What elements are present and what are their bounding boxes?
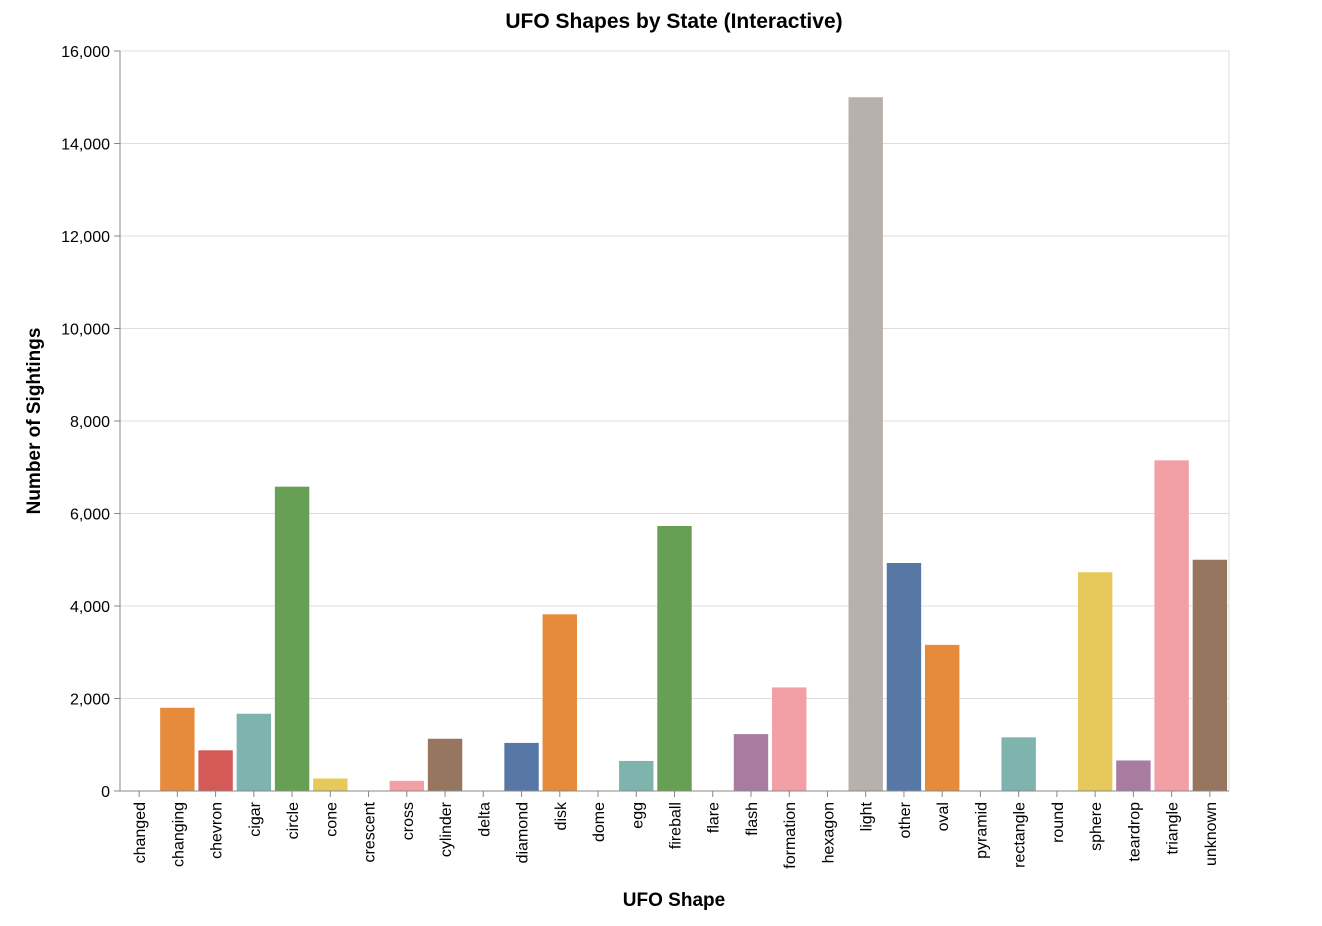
bar-changing[interactable] bbox=[160, 707, 195, 791]
x-tick-label-oval: oval bbox=[935, 802, 952, 831]
bar-unknown[interactable] bbox=[1192, 559, 1228, 791]
y-tick-label: 16,000 bbox=[61, 44, 110, 61]
x-tick-label-cigar: cigar bbox=[247, 801, 264, 836]
x-tick-label-diamond: diamond bbox=[515, 802, 532, 863]
bar-chevron[interactable] bbox=[198, 750, 233, 791]
chart-title: UFO Shapes by State (Interactive) bbox=[505, 10, 842, 33]
bar-cross[interactable] bbox=[389, 780, 425, 791]
bar-light[interactable] bbox=[848, 97, 883, 791]
bars bbox=[121, 97, 1228, 791]
x-tick-label-circle: circle bbox=[285, 802, 302, 839]
y-axis-title: Number of Sightings bbox=[24, 328, 45, 515]
y-axis: 0 2,000 4,000 6,000 8,000 10,000 12,000 14,000 1… bbox=[61, 44, 121, 801]
y-tick-label: 10,000 bbox=[61, 322, 110, 339]
x-tick-label-egg: egg bbox=[629, 802, 646, 829]
x-tick-label-cone: cone bbox=[323, 802, 340, 837]
bar-disk[interactable] bbox=[542, 614, 577, 791]
bar-formation[interactable] bbox=[772, 687, 807, 791]
y-tick-label: 14,000 bbox=[61, 137, 110, 154]
y-tick-label: 4,000 bbox=[70, 599, 110, 616]
bar-sphere[interactable] bbox=[1077, 572, 1113, 791]
x-tick-label-rectangle: rectangle bbox=[1012, 802, 1029, 868]
x-tick-label-changing: changing bbox=[170, 802, 187, 867]
bar-flash[interactable] bbox=[733, 734, 769, 791]
x-tick-label-light: light bbox=[859, 801, 876, 831]
bar-circle[interactable] bbox=[274, 486, 310, 791]
y-tick-label: 6,000 bbox=[70, 507, 110, 524]
bar-triangle[interactable] bbox=[1154, 460, 1189, 791]
bar-fireball[interactable] bbox=[657, 525, 692, 791]
bar-cone[interactable] bbox=[313, 778, 348, 791]
x-tick-label-cross: cross bbox=[400, 802, 417, 840]
x-tick-label-cylinder: cylinder bbox=[438, 801, 455, 857]
x-tick-label-crescent: crescent bbox=[362, 801, 379, 862]
y-tick-label: 0 bbox=[101, 784, 110, 801]
x-tick-label-other: other bbox=[897, 801, 914, 838]
bar-diamond[interactable] bbox=[504, 742, 539, 791]
x-axis: changed changing chevron cigar circle cone cre… bbox=[120, 790, 1229, 869]
x-tick-label-disk: disk bbox=[553, 801, 570, 830]
y-tick-label: 2,000 bbox=[70, 692, 110, 709]
x-tick-label-triangle: triangle bbox=[1165, 802, 1182, 855]
y-tick-label: 12,000 bbox=[61, 229, 110, 246]
y-tick-label: 8,000 bbox=[70, 414, 110, 431]
x-tick-label-hexagon: hexagon bbox=[820, 802, 837, 863]
x-tick-label-chevron: chevron bbox=[209, 802, 226, 859]
bar-teardrop[interactable] bbox=[1116, 760, 1151, 791]
x-tick-label-fireball: fireball bbox=[668, 802, 685, 849]
bar-cylinder[interactable] bbox=[427, 738, 463, 791]
bar-egg[interactable] bbox=[619, 760, 654, 791]
bar-other[interactable] bbox=[886, 562, 922, 791]
x-tick-label-unknown: unknown bbox=[1203, 802, 1220, 866]
x-tick-label-round: round bbox=[1050, 802, 1067, 843]
x-tick-label-teardrop: teardrop bbox=[1126, 802, 1143, 862]
x-tick-label-flash: flash bbox=[744, 802, 761, 836]
x-tick-label-changed: changed bbox=[132, 802, 149, 863]
bar-rectangle[interactable] bbox=[1001, 737, 1036, 791]
x-tick-label-flare: flare bbox=[706, 802, 723, 833]
x-tick-label-sphere: sphere bbox=[1088, 802, 1105, 851]
bar-cigar[interactable] bbox=[236, 713, 272, 791]
bar-oval[interactable] bbox=[924, 644, 960, 791]
x-axis-title: UFO Shape bbox=[623, 890, 725, 911]
x-tick-label-delta: delta bbox=[476, 802, 493, 837]
x-tick-label-pyramid: pyramid bbox=[973, 802, 990, 859]
x-tick-label-formation: formation bbox=[782, 802, 799, 869]
x-tick-label-dome: dome bbox=[591, 802, 608, 842]
